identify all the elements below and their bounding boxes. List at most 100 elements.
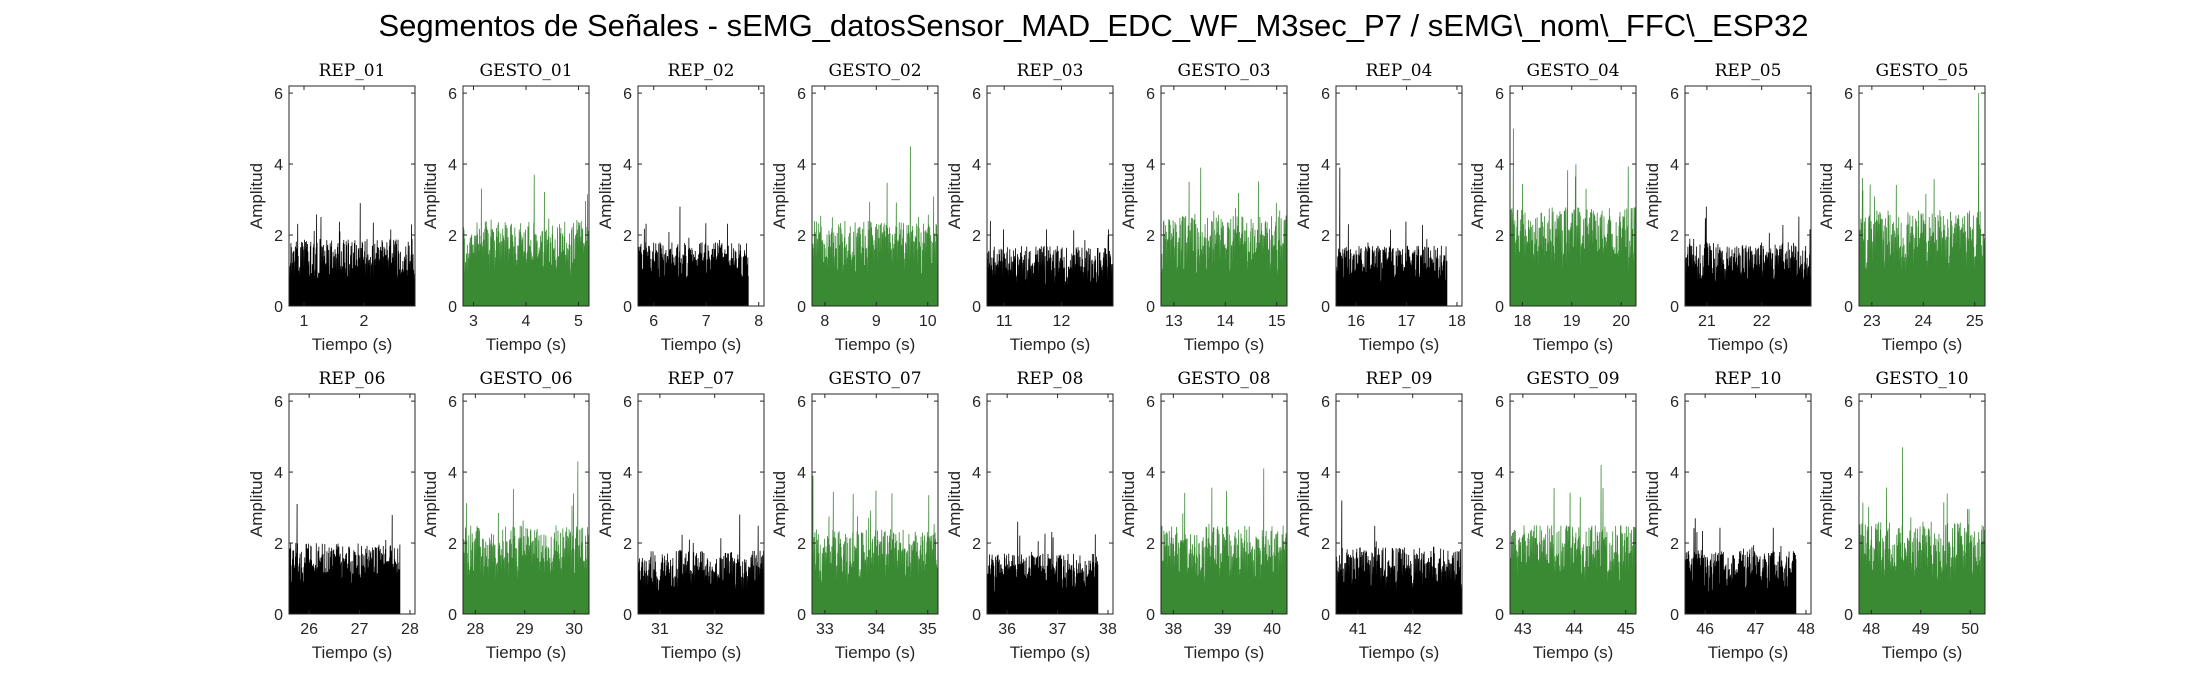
signal-rep-08 [986,521,1099,615]
y-axis-label: Amplitud [421,163,440,229]
y-tick-label: 4 [448,157,457,174]
y-tick-label: 2 [448,536,457,553]
y-tick-label: 6 [797,86,806,103]
x-axis-label: Tiempo (s) [835,335,916,354]
y-tick-label: 6 [1146,394,1155,411]
y-tick-label: 2 [623,536,632,553]
x-tick-label: 31 [651,621,669,638]
x-tick-label: 25 [1966,313,1984,330]
x-tick-label: 28 [401,621,419,638]
y-axis-label: Amplitud [945,471,964,537]
subplot-rep-08: 36 37 38 0 2 4 6 REP_08 Tiempo (s) Amplitud [945,369,1117,662]
axes-box [288,85,416,307]
subplot-title: REP_05 [1715,61,1782,81]
subplot-rep-05: 21 22 0 2 4 6 REP_05 Tiempo (s) Amplitud [1643,61,1812,354]
y-tick-label: 4 [1844,465,1853,482]
axes-box [288,393,416,615]
y-tick-label: 6 [1321,394,1330,411]
y-tick-label: 4 [448,465,457,482]
subplot-title: GESTO_03 [1177,61,1270,81]
y-tick-label: 6 [623,394,632,411]
subplot-gesto-06: 28 29 30 0 2 4 6 GESTO_06 Tiempo (s) Amplitud [421,369,590,662]
subplot-gesto-10: 48 49 50 0 2 4 6 GESTO_10 Tiempo (s) Amplitud [1817,369,1986,662]
y-tick-label: 6 [1844,86,1853,103]
axes-box [986,393,1114,615]
axes-box [811,393,939,615]
subplot-gesto-04: 18 19 20 0 2 4 6 GESTO_04 Tiempo (s) Amplitud [1468,61,1637,354]
x-tick-label: 46 [1696,621,1714,638]
x-tick-label: 34 [867,621,885,638]
y-tick-label: 2 [1670,536,1679,553]
y-tick-label: 2 [623,228,632,245]
signal-rep-10 [1684,518,1797,615]
subplot-title: REP_01 [319,61,386,81]
y-axis-label: Amplitud [945,163,964,229]
y-tick-label: 6 [1670,394,1679,411]
y-tick-label: 0 [1844,299,1853,316]
subplot-gesto-03: 13 14 15 0 2 4 6 GESTO_03 Tiempo (s) Amplitud [1119,61,1288,354]
x-axis-label: Tiempo (s) [312,643,393,662]
signal-gesto-10 [1858,447,1986,615]
y-axis-label: Amplitud [1119,471,1138,537]
y-tick-label: 0 [274,299,283,316]
y-axis-label: Amplitud [770,163,789,229]
x-axis-label: Tiempo (s) [486,643,567,662]
x-tick-label: 39 [1214,621,1232,638]
signal-rep-04 [1335,167,1448,307]
x-tick-label: 2 [360,313,369,330]
x-tick-label: 23 [1863,313,1881,330]
y-tick-label: 2 [274,536,283,553]
y-tick-label: 6 [448,394,457,411]
y-tick-label: 2 [1495,228,1504,245]
y-tick-label: 0 [448,607,457,624]
subplot-rep-01: 1 2 0 2 4 6 REP_01 Tiempo (s) Amplitud [247,61,416,354]
subplot-title: GESTO_05 [1875,61,1968,81]
subplot-title: GESTO_08 [1177,369,1270,389]
subplot-rep-06: 26 27 28 0 2 4 6 REP_06 Tiempo (s) Amplitud [247,369,419,662]
axes-box [1509,393,1637,615]
x-tick-label: 45 [1617,621,1635,638]
subplot-title: GESTO_09 [1526,369,1619,389]
subplot-title: REP_06 [319,369,386,389]
signal-rep-02 [637,206,749,307]
signal-gesto-06 [462,461,590,615]
x-axis-label: Tiempo (s) [486,335,567,354]
y-axis-label: Amplitud [1468,163,1487,229]
y-tick-label: 6 [1495,394,1504,411]
y-tick-label: 0 [1844,607,1853,624]
y-tick-label: 0 [1670,299,1679,316]
subplot-gesto-08: 38 39 40 0 2 4 6 GESTO_08 Tiempo (s) Amplitud [1119,369,1288,662]
x-tick-label: 1 [300,313,309,330]
x-tick-label: 11 [996,313,1013,330]
y-tick-label: 0 [1146,299,1155,316]
y-tick-label: 2 [972,228,981,245]
x-axis-label: Tiempo (s) [1882,643,1963,662]
subplot-title: GESTO_04 [1526,61,1619,81]
subplot-title: REP_03 [1017,61,1084,81]
y-tick-label: 2 [972,536,981,553]
subplot-rep-03: 11 12 0 2 4 6 REP_03 Tiempo (s) Amplitud [945,61,1114,354]
y-tick-label: 0 [1495,299,1504,316]
subplot-gesto-07: 33 34 35 0 2 4 6 GESTO_07 Tiempo (s) Amplitud [770,369,939,662]
subplot-gesto-09: 43 44 45 0 2 4 6 GESTO_09 Tiempo (s) Amplitud [1468,369,1637,662]
y-tick-label: 6 [1146,86,1155,103]
subplot-gesto-01: 3 4 5 0 2 4 6 GESTO_01 Tiempo (s) Amplitud [421,61,590,354]
y-tick-label: 4 [972,465,981,482]
y-tick-label: 0 [1321,607,1330,624]
y-tick-label: 2 [1146,228,1155,245]
subplot-title: REP_07 [668,369,735,389]
signal-rep-06 [288,503,401,615]
y-tick-label: 2 [1844,536,1853,553]
x-tick-label: 49 [1912,621,1930,638]
axes-box [1509,85,1637,307]
signal-gesto-09 [1509,464,1637,615]
x-tick-label: 48 [1862,621,1880,638]
y-tick-label: 4 [274,157,283,174]
y-tick-label: 2 [274,228,283,245]
x-tick-label: 37 [1049,621,1067,638]
y-tick-label: 0 [797,299,806,316]
x-tick-label: 10 [919,313,937,330]
axes-box [1684,85,1812,307]
